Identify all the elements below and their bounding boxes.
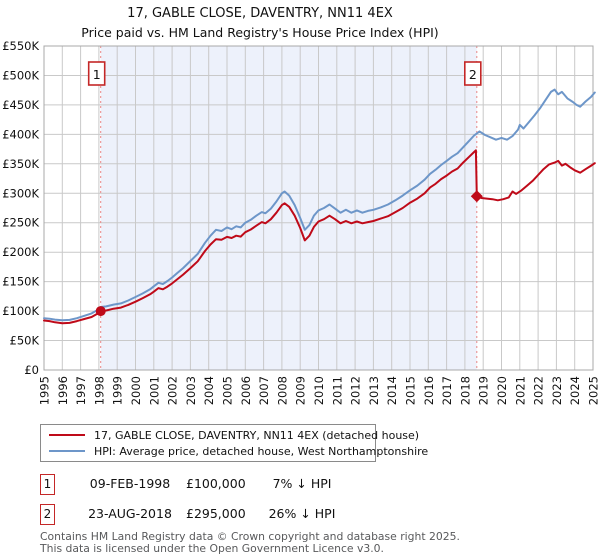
svg-text:2024: 2024 (568, 376, 582, 405)
sale-2-hpi-diff: 26% ↓ HPI (268, 506, 336, 521)
svg-text:2022: 2022 (532, 376, 546, 405)
ownership-shaded-region (100, 46, 477, 370)
svg-text:2006: 2006 (239, 376, 253, 405)
svg-text:1998: 1998 (92, 376, 106, 405)
sale-1-price: £100,000 (186, 476, 246, 491)
svg-text:£350K: £350K (2, 157, 39, 171)
legend-label: 17, GABLE CLOSE, DAVENTRY, NN11 4EX (det… (94, 428, 420, 442)
legend-item-hpi: HPI: Average price, detached house, West… (47, 443, 428, 459)
page-subtitle: Price paid vs. HM Land Registry's House … (81, 25, 439, 40)
svg-text:2025: 2025 (587, 376, 600, 405)
sale-2-badge: 2 (40, 504, 55, 525)
plot-border (43, 45, 594, 371)
svg-text:2013: 2013 (367, 376, 381, 405)
svg-text:2017: 2017 (440, 376, 454, 405)
svg-text:2007: 2007 (257, 376, 271, 405)
svg-text:£400K: £400K (2, 127, 39, 141)
svg-text:£200K: £200K (2, 245, 39, 259)
svg-text:2000: 2000 (129, 376, 143, 405)
page-title: 17, GABLE CLOSE, DAVENTRY, NN11 4EX (127, 6, 393, 21)
svg-text:2023: 2023 (550, 376, 564, 405)
hpi-line (43, 88, 596, 322)
svg-text:£50K: £50K (10, 334, 40, 348)
sale-1-flag: 1 (87, 61, 106, 86)
annotation-row-1: 1 09-FEB-1998 £100,000 7% ↓ HPI (0, 474, 600, 496)
footer-copyright: Contains HM Land Registry data © Crown c… (40, 530, 460, 543)
svg-text:1: 1 (93, 67, 101, 82)
sale-1-marker (95, 306, 106, 317)
svg-text:1999: 1999 (111, 376, 125, 405)
svg-text:2012: 2012 (349, 376, 363, 405)
y-axis-labels: £0 £50K £100K £150K £200K £250K £300K £350K £400… (2, 39, 39, 377)
hpi-line-swatch (49, 450, 85, 452)
annotation-row-2: 2 23-AUG-2018 £295,000 26% ↓ HPI (0, 504, 600, 526)
svg-text:2008: 2008 (275, 376, 289, 405)
svg-text:2004: 2004 (202, 376, 216, 405)
sale-2-flag: 2 (463, 61, 482, 86)
grid (43, 45, 594, 371)
svg-text:2015: 2015 (404, 376, 418, 405)
svg-text:2002: 2002 (166, 376, 180, 405)
footer-licence: This data is licensed under the Open Gov… (40, 542, 384, 555)
sale-2-price: £295,000 (186, 506, 246, 521)
svg-text:£0: £0 (24, 363, 39, 377)
svg-text:1996: 1996 (56, 376, 70, 405)
x-axis-labels: 1995 1996 1997 1998 1999 2000 2001 2002 2003 2004… (38, 376, 600, 405)
svg-text:£100K: £100K (2, 304, 39, 318)
legend-label: HPI: Average price, detached house, West… (94, 444, 429, 458)
chart-legend: 17, GABLE CLOSE, DAVENTRY, NN11 4EX (det… (40, 424, 428, 462)
svg-text:1995: 1995 (38, 376, 52, 405)
svg-text:£250K: £250K (2, 216, 39, 230)
svg-text:2014: 2014 (385, 376, 399, 405)
sale-1-hpi-diff: 7% ↓ HPI (272, 476, 332, 491)
svg-text:2: 2 (469, 67, 477, 82)
svg-text:2019: 2019 (477, 376, 491, 405)
sale-1-badge: 1 (40, 474, 55, 495)
svg-text:£150K: £150K (2, 275, 39, 289)
svg-text:1997: 1997 (74, 376, 88, 405)
svg-text:£450K: £450K (2, 98, 39, 112)
property-price-line (43, 149, 596, 325)
svg-text:2001: 2001 (147, 376, 161, 405)
sale-2-date: 23-AUG-2018 (88, 506, 172, 521)
property-line-swatch (49, 434, 85, 436)
svg-text:2009: 2009 (294, 376, 308, 405)
svg-text:2016: 2016 (422, 376, 436, 405)
svg-text:£500K: £500K (2, 69, 39, 83)
svg-text:2020: 2020 (495, 376, 509, 405)
svg-text:£550K: £550K (2, 39, 39, 53)
svg-text:2021: 2021 (513, 376, 527, 405)
svg-text:£300K: £300K (2, 186, 39, 200)
sale-1-date: 09-FEB-1998 (89, 476, 171, 491)
sale-2-marker (470, 190, 483, 203)
price-history-chart: £0 £50K £100K £150K £200K £250K £300K £350K £400… (2, 39, 600, 405)
legend-item-property: 17, GABLE CLOSE, DAVENTRY, NN11 4EX (det… (47, 427, 419, 443)
chart-svg: £0 £50K £100K £150K £200K £250K £300K £350K £400… (2, 39, 600, 405)
svg-text:2010: 2010 (312, 376, 326, 405)
svg-text:2011: 2011 (330, 376, 344, 405)
svg-text:2003: 2003 (184, 376, 198, 405)
svg-text:2005: 2005 (221, 376, 235, 405)
svg-text:2018: 2018 (458, 376, 472, 405)
title-block: 17, GABLE CLOSE, DAVENTRY, NN11 4EX Pric… (0, 6, 520, 40)
